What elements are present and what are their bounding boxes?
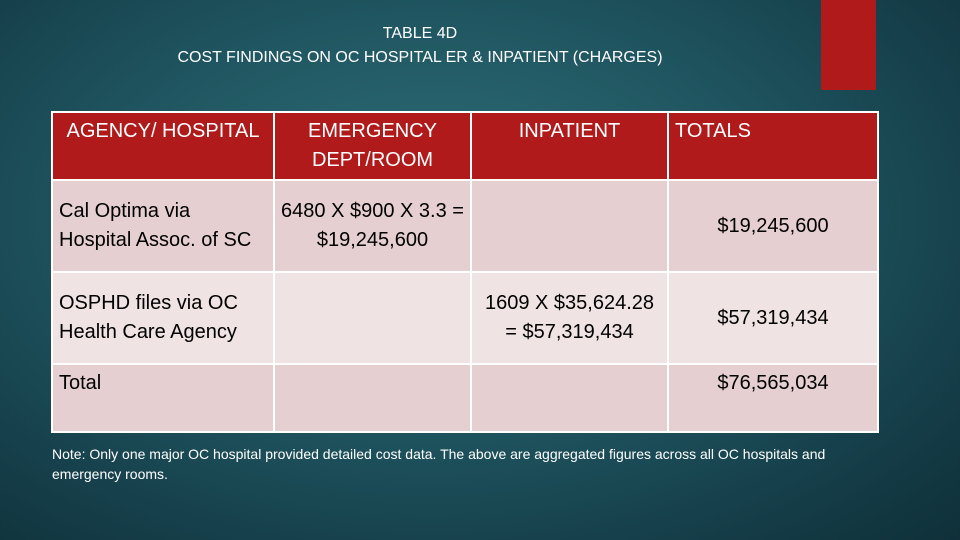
cell: $19,245,600 <box>667 179 879 273</box>
cell: 6480 X $900 X 3.3 = $19,245,600 <box>273 179 472 273</box>
cell: Total <box>51 363 275 433</box>
footnote: Note: Only one major OC hospital provide… <box>52 446 826 482</box>
page-title: TABLE 4D COST FINDINGS ON OC HOSPITAL ER… <box>100 22 740 70</box>
table-row: OSPHD files via OC Health Care Agency 16… <box>51 271 879 365</box>
cell <box>470 179 669 273</box>
cell: OSPHD files via OC Health Care Agency <box>51 271 275 365</box>
cost-table: AGENCY/ HOSPITAL EMERGENCY DEPT/ROOM INP… <box>51 111 879 433</box>
header-totals: TOTALS <box>667 111 879 181</box>
cell <box>273 271 472 365</box>
header-inpatient: INPATIENT <box>470 111 669 181</box>
table-row: Cal Optima via Hospital Assoc. of SC 648… <box>51 179 879 273</box>
cell: $76,565,034 <box>667 363 879 433</box>
cell <box>470 363 669 433</box>
cell <box>273 363 472 433</box>
table-row: Total $76,565,034 <box>51 363 879 433</box>
cell: Cal Optima via Hospital Assoc. of SC <box>51 179 275 273</box>
header-row: AGENCY/ HOSPITAL EMERGENCY DEPT/ROOM INP… <box>51 111 879 181</box>
header-agency: AGENCY/ HOSPITAL <box>51 111 275 181</box>
title-line-1: TABLE 4D <box>382 25 458 42</box>
header-emergency: EMERGENCY DEPT/ROOM <box>273 111 472 181</box>
cell: $57,319,434 <box>667 271 879 365</box>
accent-bar <box>821 0 876 90</box>
title-line-2: COST FINDINGS ON OC HOSPITAL ER & INPATI… <box>177 49 663 66</box>
cell: 1609 X $35,624.28 = $57,319,434 <box>470 271 669 365</box>
